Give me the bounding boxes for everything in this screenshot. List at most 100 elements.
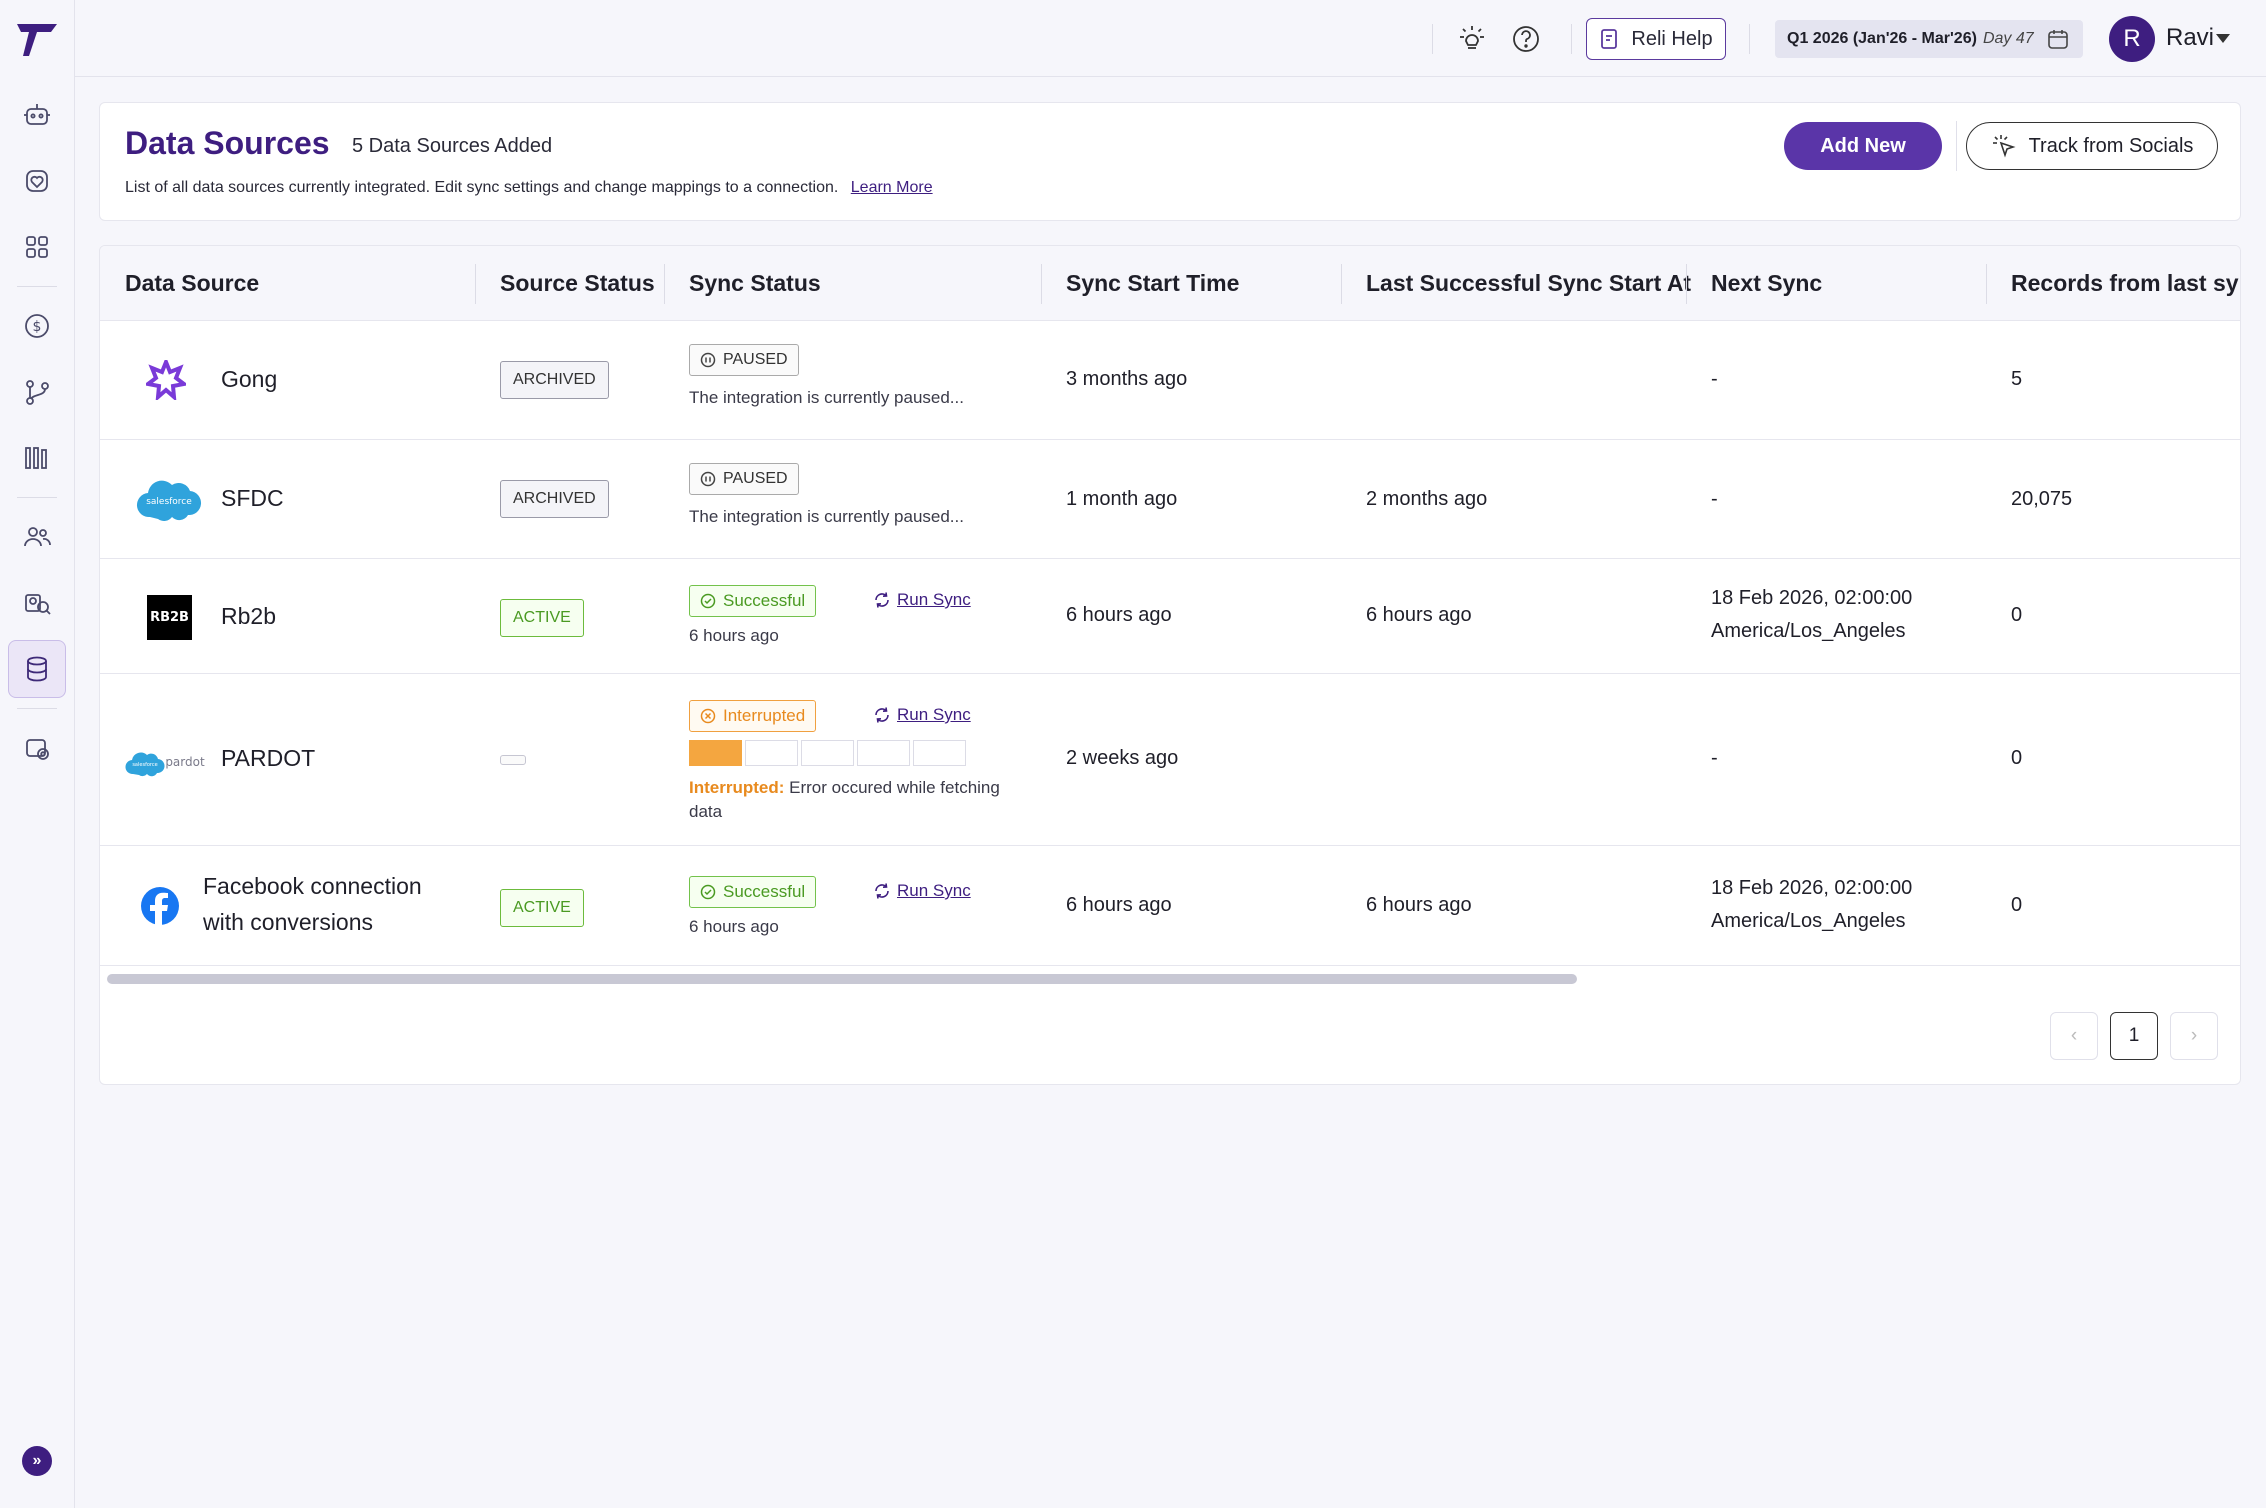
sync-status-label: Successful [723,591,806,610]
sync-status-badge: Successful [689,876,817,908]
records-count: 20,075 [2011,488,2073,510]
salesforce-logo-icon: salesforce [136,480,202,521]
next-sync-timezone: America/Los_Angeles [1711,620,1906,642]
database-icon[interactable] [8,640,66,698]
expand-sidebar-button[interactable]: » [22,1446,52,1476]
pause-icon [700,352,716,368]
branch-icon[interactable] [8,363,66,421]
sync-start-time: 1 month ago [1066,488,1178,510]
column-header-next-sync[interactable]: Next Sync [1711,270,1823,296]
sidebar-divider [17,708,57,709]
page-title: Data Sources [125,125,330,161]
next-sync-timezone: America/Los_Angeles [1711,910,1906,932]
topbar-divider [1432,24,1433,54]
column-header-data-source[interactable]: Data Source [125,270,260,296]
sync-start-time: 6 hours ago [1066,894,1172,916]
data-source-name[interactable]: Facebook connection [203,873,422,899]
account-search-icon[interactable] [8,574,66,632]
sync-error-label: Interrupted: [689,778,785,797]
page-1-button[interactable]: 1 [2110,1012,2158,1060]
source-status-badge: ACTIVE [500,599,584,637]
user-name[interactable]: Ravi [2166,24,2215,51]
records-count: 0 [2011,894,2023,916]
salesforce-logo-text: salesforce [146,497,192,507]
robot-icon[interactable] [8,86,66,144]
heart-shield-icon[interactable] [8,152,66,210]
table-row[interactable]: RB2B Rb2b ACTIVE Successful Run Sync 6 h… [100,559,2240,674]
progress-segment [857,740,910,766]
data-source-name[interactable]: PARDOT [221,745,316,771]
data-source-name[interactable]: Gong [221,366,278,392]
page-header-card: Data Sources 5 Data Sources Added List o… [99,102,2241,221]
sync-status-label: PAUSED [723,470,788,487]
sync-start-time: 2 weeks ago [1066,747,1179,769]
sync-progress-bar [689,740,966,766]
rb2b-logo-icon: RB2B [147,595,192,640]
topbar-divider [1749,24,1750,54]
sync-status-note: The integration is currently paused... [689,507,964,526]
app-logo[interactable] [15,20,59,60]
theme-toggle-icon[interactable] [1455,22,1489,56]
data-source-name[interactable]: Rb2b [221,603,276,629]
avatar[interactable]: R [2109,16,2155,62]
chevron-down-icon[interactable] [2216,34,2230,43]
sidebar-divider [17,497,57,498]
refresh-icon [875,707,889,723]
gear-puzzle-icon[interactable] [8,719,66,777]
column-divider [1341,264,1342,304]
column-header-last-successful-sync[interactable]: Last Successful Sync Start At [1366,270,1692,296]
grid-icon[interactable] [8,218,66,276]
table-row[interactable]: salesforce SFDC ARCHIVED PAUSED The inte… [100,440,2240,559]
users-icon[interactable] [8,508,66,566]
salesforce-logo-text: salesforce [132,762,157,768]
add-new-button[interactable]: Add New [1784,122,1942,170]
horizontal-scrollbar[interactable] [107,974,1577,984]
table-row[interactable]: Gong ARCHIVED PAUSED The integration is … [100,321,2240,440]
data-source-name-continued[interactable]: with conversions [203,909,374,935]
run-sync-label: Run Sync [897,881,971,900]
refresh-icon [875,592,889,608]
learn-more-link[interactable]: Learn More [850,179,933,196]
column-divider [1686,264,1687,304]
help-icon[interactable] [1509,22,1543,56]
column-header-sync-start-time[interactable]: Sync Start Time [1066,270,1240,296]
sync-status-label: PAUSED [723,351,788,368]
sync-status-label: Successful [723,882,806,901]
sync-status-note: 6 hours ago [689,626,779,645]
check-circle-icon [700,593,716,609]
data-source-name[interactable]: SFDC [221,485,284,511]
page-description: List of all data sources currently integ… [125,179,933,197]
sync-start-time: 3 months ago [1066,368,1188,390]
sync-status-badge: PAUSED [689,463,799,495]
quarter-selector[interactable]: Q1 2026 (Jan'26 - Mar'26) Day 47 [1775,20,2083,58]
sync-status-note: 6 hours ago [689,917,779,936]
refresh-icon [875,883,889,899]
column-header-records-from-last-sync[interactable]: Records from last sync [2011,270,2241,296]
prev-page-button[interactable]: ‹ [2050,1012,2098,1060]
run-sync-link[interactable]: Run Sync [873,590,971,610]
run-sync-label: Run Sync [897,705,971,724]
dollar-icon[interactable]: $ [8,297,66,355]
day-label: Day 47 [1982,30,2034,47]
next-page-button[interactable]: › [2170,1012,2218,1060]
column-divider [1041,264,1042,304]
topbar-divider [1571,24,1572,54]
bars-icon[interactable] [8,429,66,487]
table-row[interactable]: salesforce pardot PARDOT Interrupted Run… [100,674,2240,846]
track-from-socials-label: Track from Socials [2028,134,2194,157]
reli-help-label: Reli Help [1631,27,1713,50]
column-header-source-status[interactable]: Source Status [500,270,655,296]
table-header: Data Source Source Status Sync Status Sy… [100,246,2241,321]
calendar-icon [2047,30,2068,49]
track-from-socials-button[interactable]: Track from Socials [1966,122,2218,170]
data-source-count: 5 Data Sources Added [352,135,553,157]
column-header-sync-status[interactable]: Sync Status [689,270,821,296]
reli-help-button[interactable]: Reli Help [1586,18,1726,60]
run-sync-link[interactable]: Run Sync [873,705,971,725]
sync-status-badge: Interrupted [689,700,817,732]
sync-status-note: The integration is currently paused... [689,388,964,407]
table-row[interactable]: Facebook connection with conversions ACT… [100,846,2240,966]
last-successful-sync: 2 months ago [1366,488,1488,510]
cursor-click-icon [1992,135,2016,158]
run-sync-link[interactable]: Run Sync [873,881,971,901]
